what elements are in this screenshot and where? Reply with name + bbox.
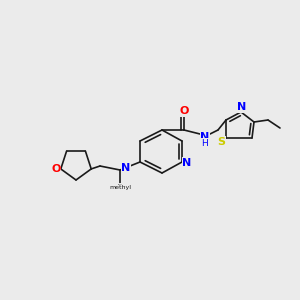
Text: N: N xyxy=(182,158,192,168)
Text: O: O xyxy=(51,164,61,174)
Text: methyl: methyl xyxy=(118,183,122,184)
Text: H: H xyxy=(202,139,208,148)
Text: O: O xyxy=(179,106,189,116)
Text: S: S xyxy=(217,137,225,147)
Text: N: N xyxy=(237,102,247,112)
Text: N: N xyxy=(200,132,210,142)
Text: methyl: methyl xyxy=(109,185,131,190)
Text: N: N xyxy=(122,163,130,173)
